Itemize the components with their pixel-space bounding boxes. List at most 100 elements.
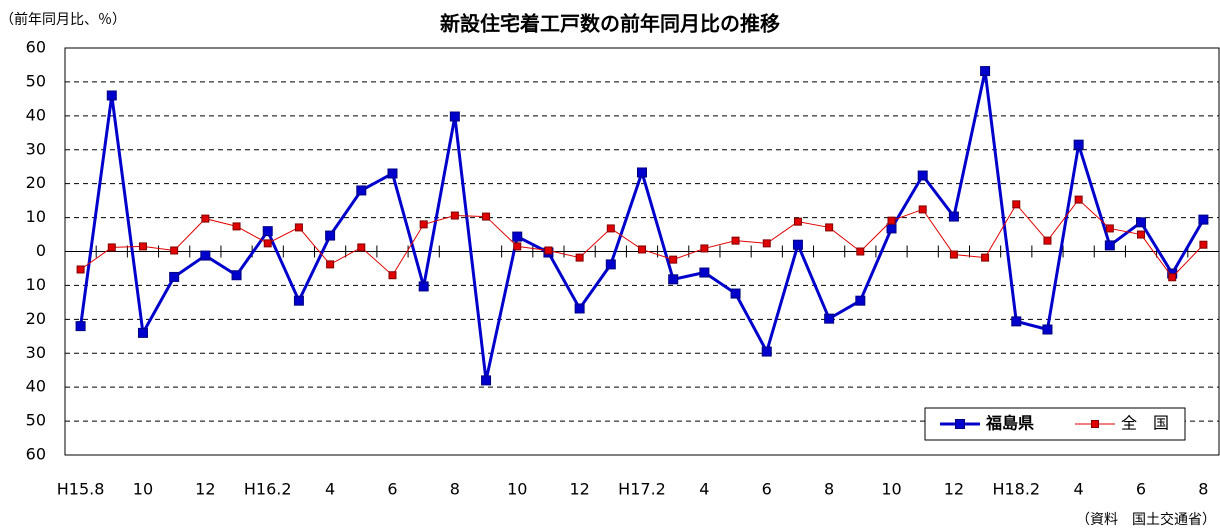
point-marker (1073, 139, 1084, 150)
point-marker (1199, 240, 1208, 249)
point-marker (886, 223, 897, 234)
legend-label: 福島県 (985, 414, 1034, 433)
y-tick-label: 10 (26, 207, 46, 226)
point-marker (1104, 240, 1115, 251)
point-marker (699, 267, 710, 278)
point-marker (481, 375, 492, 386)
x-tick-label: 6 (387, 480, 397, 499)
x-tick-label: H15.8 (57, 480, 105, 499)
point-marker (606, 224, 615, 233)
point-marker (107, 243, 116, 252)
point-marker (793, 217, 802, 226)
point-marker (669, 255, 678, 264)
point-marker (170, 246, 179, 255)
point-marker (918, 205, 927, 214)
point-marker (638, 245, 646, 254)
point-marker (232, 222, 241, 231)
y-tick-label: 30 (26, 139, 46, 158)
point-marker (357, 243, 366, 252)
point-marker (449, 111, 460, 122)
x-tick-label: 6 (1136, 480, 1146, 499)
point-marker (294, 223, 303, 232)
point-marker (949, 250, 958, 259)
point-marker (574, 303, 585, 314)
y-tick-label: 20 (26, 173, 46, 192)
point-marker (792, 239, 803, 250)
point-marker (513, 242, 522, 251)
point-marker (605, 259, 616, 270)
point-marker (106, 90, 117, 101)
point-marker (387, 168, 398, 179)
point-marker (948, 211, 959, 222)
y-tick-label: 30 (26, 343, 46, 362)
legend-marker (1091, 420, 1099, 428)
point-marker (75, 321, 86, 332)
point-marker (512, 231, 523, 242)
point-marker (855, 295, 866, 306)
point-marker (856, 247, 865, 256)
y-tick-label: 60 (26, 445, 46, 464)
point-marker (980, 66, 991, 77)
x-tick-label: 8 (450, 480, 460, 499)
x-tick-label: H16.2 (244, 480, 292, 499)
point-marker (1011, 316, 1022, 327)
x-tick-label: 8 (1198, 480, 1208, 499)
point-marker (263, 239, 272, 248)
point-marker (700, 244, 709, 253)
point-marker (1198, 214, 1209, 225)
y-tick-label: 50 (26, 411, 46, 430)
point-marker (575, 253, 584, 262)
x-tick-label: H18.2 (992, 480, 1040, 499)
point-marker (1042, 324, 1053, 335)
point-marker (887, 216, 896, 225)
x-tick-label: 12 (569, 480, 589, 499)
point-marker (138, 242, 147, 251)
point-marker (917, 170, 928, 181)
x-tick-label: H17.2 (618, 480, 666, 499)
point-marker (482, 212, 491, 221)
x-tick-label: 12 (944, 480, 964, 499)
point-marker (1074, 195, 1083, 204)
source-note: （資料 国土交通省） (1076, 511, 1216, 528)
x-tick-label: 10 (881, 480, 901, 499)
y-tick-label: 20 (26, 309, 46, 328)
x-tick-label: 10 (133, 480, 153, 499)
x-tick-label: 10 (507, 480, 527, 499)
point-marker (388, 271, 397, 280)
y-tick-label: 50 (26, 71, 46, 90)
point-marker (201, 214, 210, 223)
point-marker (169, 271, 180, 282)
point-marker (293, 295, 304, 306)
x-tick-label: 12 (195, 480, 215, 499)
series-line (80, 198, 1204, 279)
y-tick-label: 40 (26, 105, 46, 124)
point-marker (1012, 200, 1021, 209)
y-tick-label: 10 (26, 275, 46, 294)
y-axis-label: （前年同月比、％） (0, 11, 126, 28)
point-marker (761, 346, 772, 357)
point-marker (200, 250, 211, 261)
chart-title: 新設住宅着工戸数の前年同月比の推移 (440, 12, 780, 36)
point-marker (325, 230, 336, 241)
point-marker (262, 226, 273, 237)
point-marker (450, 211, 459, 220)
point-marker (731, 236, 740, 245)
point-marker (637, 167, 647, 178)
point-marker (981, 253, 990, 262)
point-marker (356, 185, 367, 196)
point-marker (544, 246, 553, 255)
point-marker (668, 274, 679, 285)
point-marker (730, 288, 741, 299)
x-tick-label: 8 (824, 480, 834, 499)
y-tick-label: 0 (36, 241, 46, 260)
point-marker (762, 239, 771, 248)
legend-label: 全 国 (1121, 414, 1169, 433)
x-tick-label: 4 (699, 480, 709, 499)
point-marker (1105, 224, 1114, 233)
point-marker (137, 327, 148, 338)
point-marker (1043, 236, 1052, 245)
point-marker (76, 265, 85, 274)
x-tick-label: 4 (1074, 480, 1084, 499)
